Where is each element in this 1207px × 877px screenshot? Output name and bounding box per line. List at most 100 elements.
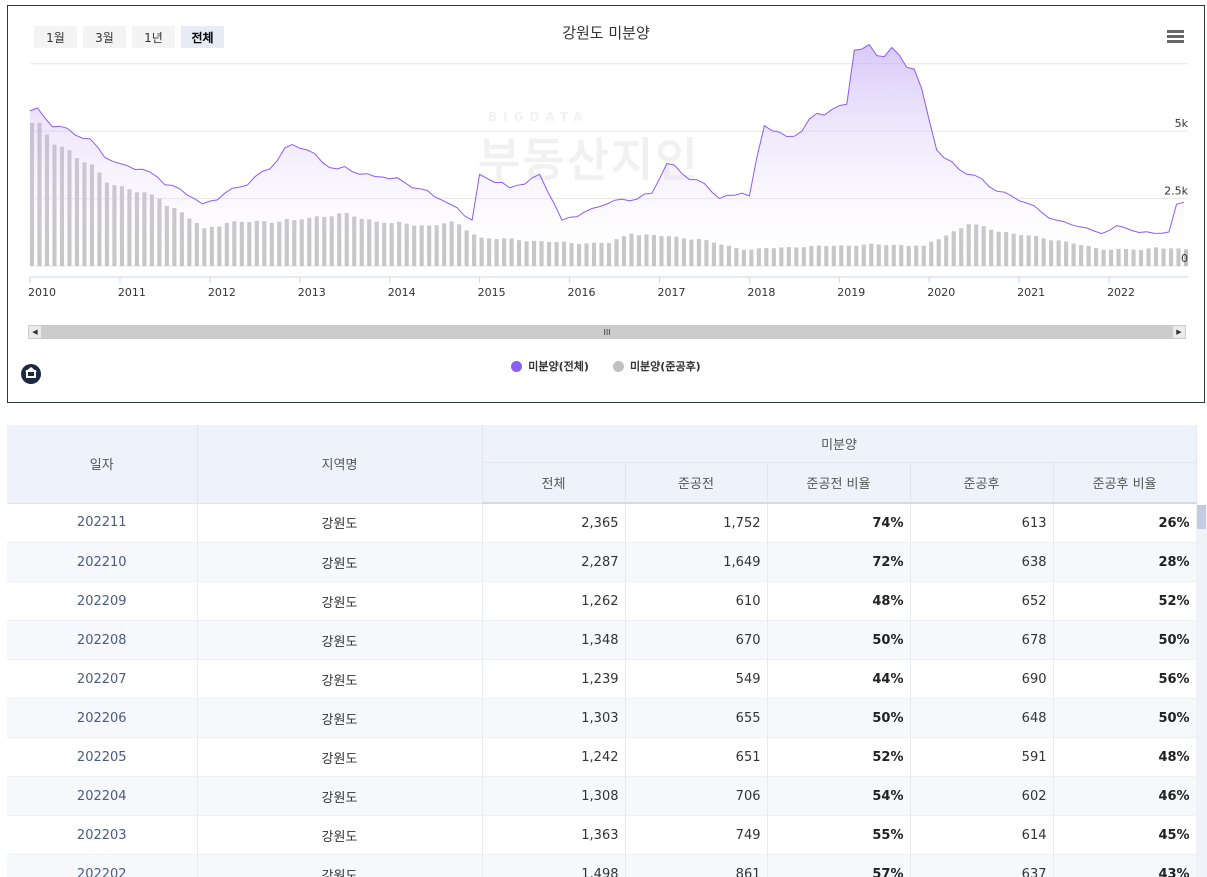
table-row[interactable]: 202203 강원도 1,363 749 55% 614 45% <box>7 815 1197 855</box>
legend-item-after[interactable]: 미분양(준공후) <box>612 358 701 374</box>
table-scroll-thumb[interactable] <box>1197 505 1206 529</box>
x-tick-label: 2011 <box>118 286 146 299</box>
range-buttons: 1월 3월 1년 전체 <box>34 26 224 48</box>
table-row[interactable]: 202208 강원도 1,348 670 50% 678 50% <box>7 620 1197 660</box>
legend-item-total[interactable]: 미분양(전체) <box>511 358 589 374</box>
cell-after-ratio: 28% <box>1053 542 1197 582</box>
cell-total: 1,303 <box>482 698 626 738</box>
cell-before: 706 <box>625 776 768 816</box>
range-button-1y[interactable]: 1년 <box>132 26 175 48</box>
data-table-wrapper: 일자 지역명 미분양 전체 준공전 준공전 비율 준공후 준공후 비율 2022… <box>7 425 1207 877</box>
cell-before-ratio: 50% <box>767 698 911 738</box>
cell-after-ratio: 56% <box>1053 659 1197 699</box>
table-row[interactable]: 202205 강원도 1,242 651 52% 591 48% <box>7 737 1197 777</box>
range-button-1m[interactable]: 1월 <box>34 26 77 48</box>
cell-total: 1,348 <box>482 620 626 660</box>
table-row[interactable]: 202211 강원도 2,365 1,752 74% 613 26% <box>7 503 1197 543</box>
y-tick-label: 2.5k <box>1164 185 1188 198</box>
chart-title: 강원도 미분양 <box>562 24 650 42</box>
cell-after-ratio: 50% <box>1053 620 1197 660</box>
scroll-grip: III <box>603 328 611 337</box>
cell-before-ratio: 50% <box>767 620 911 660</box>
table-row[interactable]: 202206 강원도 1,303 655 50% 648 50% <box>7 698 1197 738</box>
cell-region: 강원도 <box>197 503 483 543</box>
x-tick-label: 2010 <box>28 286 56 299</box>
cell-before: 1,649 <box>625 542 768 582</box>
cell-date: 202204 <box>7 776 198 816</box>
cell-region: 강원도 <box>197 737 483 777</box>
cell-date: 202206 <box>7 698 198 738</box>
cell-after: 652 <box>910 581 1054 621</box>
x-tick-label: 2019 <box>837 286 865 299</box>
cell-before: 861 <box>625 854 768 877</box>
cell-after-ratio: 43% <box>1053 854 1197 877</box>
hamburger-menu-icon[interactable] <box>1167 30 1184 44</box>
cell-region: 강원도 <box>197 581 483 621</box>
chart-legend: 미분양(전체) 미분양(준공후) <box>8 358 1204 374</box>
header-before[interactable]: 준공전 <box>625 462 768 504</box>
cell-before-ratio: 74% <box>767 503 911 543</box>
header-date[interactable]: 일자 <box>7 425 198 504</box>
cell-before: 1,752 <box>625 503 768 543</box>
table-row[interactable]: 202209 강원도 1,262 610 48% 652 52% <box>7 581 1197 621</box>
cell-before-ratio: 44% <box>767 659 911 699</box>
cell-before-ratio: 54% <box>767 776 911 816</box>
cell-after: 637 <box>910 854 1054 877</box>
bar-after <box>1183 249 1189 266</box>
header-group: 미분양 <box>482 425 1197 463</box>
scroll-thumb[interactable]: III <box>41 326 1173 338</box>
y-tick-label: 0 <box>1181 252 1188 265</box>
watermark-sub: BIGDATA <box>488 110 589 124</box>
scroll-right-arrow-icon[interactable]: ▶ <box>1173 326 1185 338</box>
cell-date: 202208 <box>7 620 198 660</box>
chart-navigator-scrollbar[interactable]: ◀ III ▶ <box>28 325 1186 339</box>
header-total[interactable]: 전체 <box>482 462 626 504</box>
x-tick-label: 2014 <box>388 286 416 299</box>
cell-date: 202205 <box>7 737 198 777</box>
cell-date: 202202 <box>7 854 198 877</box>
cell-region: 강원도 <box>197 542 483 582</box>
cell-after-ratio: 52% <box>1053 581 1197 621</box>
header-before-ratio[interactable]: 준공전 비율 <box>767 462 911 504</box>
cell-after: 602 <box>910 776 1054 816</box>
cell-before: 610 <box>625 581 768 621</box>
table-vertical-scrollbar[interactable] <box>1196 505 1207 877</box>
range-button-3m[interactable]: 3월 <box>83 26 126 48</box>
cell-before: 655 <box>625 698 768 738</box>
cell-before-ratio: 57% <box>767 854 911 877</box>
cell-after-ratio: 26% <box>1053 503 1197 543</box>
cell-after: 638 <box>910 542 1054 582</box>
legend-label-total: 미분양(전체) <box>528 360 589 373</box>
area-fill-total <box>30 44 1184 266</box>
header-after-ratio[interactable]: 준공후 비율 <box>1053 462 1197 504</box>
area-line-total <box>29 43 1185 235</box>
table-row[interactable]: 202202 강원도 1,498 861 57% 637 43% <box>7 854 1197 877</box>
cell-total: 1,239 <box>482 659 626 699</box>
cell-before-ratio: 52% <box>767 737 911 777</box>
header-after[interactable]: 준공후 <box>910 462 1054 504</box>
scroll-left-arrow-icon[interactable]: ◀ <box>29 326 41 338</box>
cell-before: 749 <box>625 815 768 855</box>
x-tick-label: 2016 <box>568 286 596 299</box>
chart-plot: 0 2.5k 5k 2010 2011 2012 2013 2014 2015 2016 2017 2… <box>28 43 1189 299</box>
cell-after: 613 <box>910 503 1054 543</box>
cell-total: 1,308 <box>482 776 626 816</box>
table-row[interactable]: 202207 강원도 1,239 549 44% 690 56% <box>7 659 1197 699</box>
cell-total: 2,365 <box>482 503 626 543</box>
table-row[interactable]: 202210 강원도 2,287 1,649 72% 638 28% <box>7 542 1197 582</box>
cell-before-ratio: 72% <box>767 542 911 582</box>
range-button-all[interactable]: 전체 <box>181 26 224 48</box>
cell-total: 1,262 <box>482 581 626 621</box>
x-tick-label: 2021 <box>1017 286 1045 299</box>
legend-label-after: 미분양(준공후) <box>629 360 701 373</box>
cell-total: 1,498 <box>482 854 626 877</box>
legend-dot-total <box>511 360 523 372</box>
cell-region: 강원도 <box>197 698 483 738</box>
cell-after-ratio: 46% <box>1053 776 1197 816</box>
header-region[interactable]: 지역명 <box>197 425 483 504</box>
cell-after: 678 <box>910 620 1054 660</box>
home-logo-icon[interactable] <box>21 364 41 384</box>
cell-region: 강원도 <box>197 854 483 877</box>
table-row[interactable]: 202204 강원도 1,308 706 54% 602 46% <box>7 776 1197 816</box>
x-tick-label: 2015 <box>478 286 506 299</box>
